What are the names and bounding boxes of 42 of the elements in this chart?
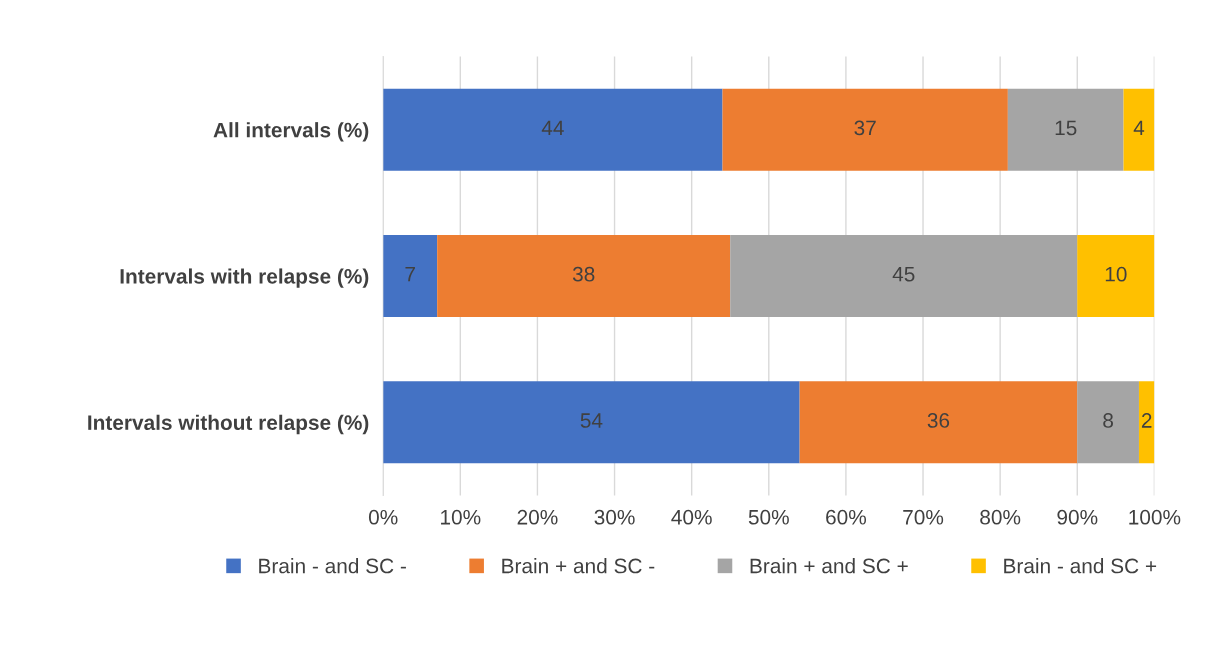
bar [799, 381, 1078, 464]
data-label: 15 [1055, 120, 1077, 136]
bar [383, 381, 800, 464]
bar [1123, 88, 1155, 171]
data-label: 2 [1141, 413, 1152, 428]
data-label: 37 [854, 120, 876, 136]
data-label: 36 [927, 413, 950, 428]
bar [1138, 381, 1155, 464]
data-label: 45 [892, 267, 915, 282]
data-label: 54 [580, 413, 603, 428]
x-tick-label: 70% [903, 509, 944, 525]
x-tick-label: 20% [517, 509, 558, 525]
x-tick-label: 90% [1057, 509, 1098, 525]
legend-label: Brain - and SC - [259, 558, 406, 574]
data-label: 4 [1133, 120, 1145, 136]
bar [1007, 88, 1124, 171]
y-tick-label: Intervals without relapse (%) [88, 414, 369, 435]
bar [437, 235, 731, 317]
x-tick-label: 30% [594, 509, 635, 525]
x-tick-label: 0% [368, 509, 398, 525]
legend-label: Brain + and SC + [750, 558, 908, 574]
x-tick-label: 10% [441, 509, 481, 525]
bar [383, 88, 723, 171]
bar [730, 235, 1078, 317]
data-label: 38 [572, 266, 595, 282]
x-tick-label: 40% [671, 509, 712, 525]
data-label: 44 [541, 120, 564, 136]
y-tick-label: All intervals (%) [213, 122, 369, 142]
legend-label: Brain + and SC - [502, 558, 655, 574]
x-tick-label: 50% [748, 509, 789, 525]
y-tick-label: Intervals with relapse (%) [120, 268, 369, 288]
x-tick-label: 60% [826, 509, 867, 525]
bar [383, 235, 438, 317]
bar [1077, 381, 1139, 464]
x-tick-label: 100% [1129, 509, 1181, 525]
bar [722, 88, 1008, 171]
bar [1077, 235, 1155, 317]
data-label: 8 [1103, 413, 1114, 428]
data-label: 10 [1105, 266, 1127, 282]
data-label: 7 [405, 267, 415, 282]
x-tick-label: 80% [980, 509, 1021, 525]
legend-label: Brain - and SC + [1004, 558, 1157, 574]
